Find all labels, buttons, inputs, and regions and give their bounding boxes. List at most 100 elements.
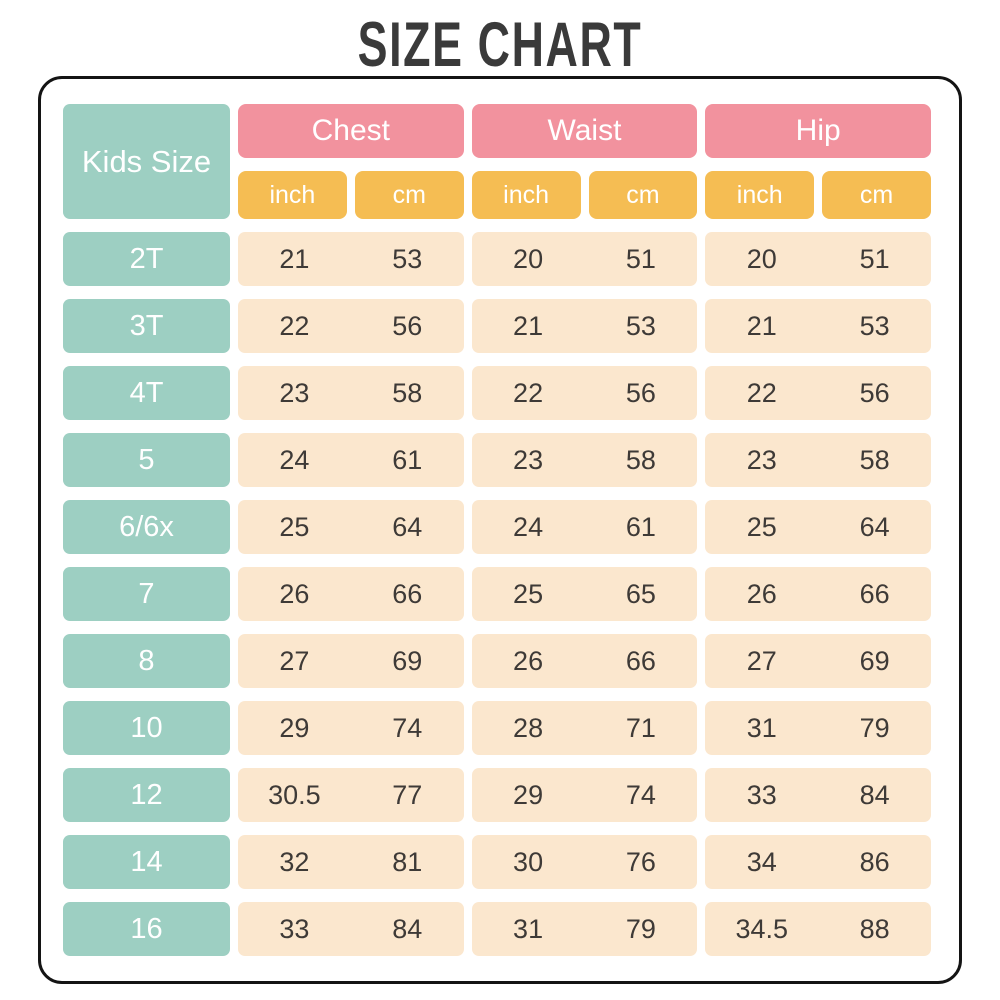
hip-measurement-cell: 25 64	[705, 500, 931, 554]
size-cell: 6/6x	[63, 500, 230, 554]
hip-inch-value: 27	[746, 645, 777, 676]
hip-inch-value: 34.5	[735, 913, 789, 944]
chest-cm-value: 77	[392, 779, 423, 810]
waist-inch-value: 23	[513, 444, 544, 475]
hip-inch-value: 23	[746, 444, 777, 475]
chest-inch-value: 24	[279, 444, 310, 475]
size-cell: 5	[63, 433, 230, 487]
chest-cm-value: 84	[392, 913, 423, 944]
chest-inch-value: 27	[279, 645, 310, 676]
chest-measurement-cell: 27 69	[238, 634, 464, 688]
hip-cm-value: 69	[859, 645, 890, 676]
size-cell: 10	[63, 701, 230, 755]
waist-cm-value: 76	[625, 846, 656, 877]
waist-cm-header-cell: cm	[588, 171, 698, 219]
waist-inch-value: 21	[513, 310, 544, 341]
hip-cm-value: 66	[859, 578, 890, 609]
hip-measurement-cell: 21 53	[705, 299, 931, 353]
waist-inch-value: 24	[513, 511, 544, 542]
size-cell: 8	[63, 634, 230, 688]
waist-measurement-cell: 20 51	[471, 232, 698, 286]
hip-cm-value: 84	[859, 779, 890, 810]
chest-inch-value: 30.5	[268, 779, 321, 810]
chest-inch-value: 33	[279, 913, 310, 944]
page-title: SIZE CHART	[357, 9, 643, 80]
size-cell: 12	[63, 768, 230, 822]
waist-measurement-cell: 29 74	[471, 768, 698, 822]
hip-cm-value: 79	[859, 712, 890, 743]
size-cell: 4T	[63, 366, 230, 420]
hip-inch-value: 34	[746, 846, 777, 877]
hip-cm-value: 88	[859, 913, 890, 944]
hip-cm-value: 51	[859, 243, 890, 274]
hip-measurement-cell: 20 51	[705, 232, 931, 286]
hip-inch-value: 31	[746, 712, 777, 743]
hip-inch-header-cell: inch	[705, 171, 815, 219]
chest-inch-value: 25	[279, 511, 310, 542]
waist-header-cell: Waist	[471, 104, 698, 158]
waist-measurement-cell: 28 71	[471, 701, 698, 755]
chest-measurement-cell: 21 53	[238, 232, 464, 286]
chest-measurement-cell: 30.5 77	[238, 768, 464, 822]
hip-measurement-cell: 33 84	[705, 768, 931, 822]
chest-measurement-cell: 26 66	[238, 567, 464, 621]
waist-cm-value: 66	[625, 645, 656, 676]
hip-cm-header-cell: cm	[822, 171, 931, 219]
chest-inch-value: 21	[279, 243, 310, 274]
chest-cm-value: 74	[392, 712, 423, 743]
chest-inch-value: 26	[279, 578, 310, 609]
waist-inch-value: 20	[513, 243, 544, 274]
waist-inch-value: 25	[513, 578, 544, 609]
chest-measurement-cell: 24 61	[238, 433, 464, 487]
waist-measurement-cell: 23 58	[471, 433, 698, 487]
waist-measurement-cell: 25 65	[471, 567, 698, 621]
waist-inch-value: 26	[513, 645, 544, 676]
chest-measurement-cell: 29 74	[238, 701, 464, 755]
waist-measurement-cell: 22 56	[471, 366, 698, 420]
hip-cm-value: 53	[859, 310, 890, 341]
hip-measurement-cell: 27 69	[705, 634, 931, 688]
chest-cm-value: 53	[392, 243, 423, 274]
waist-inch-value: 30	[513, 846, 544, 877]
size-cell: 2T	[63, 232, 230, 286]
hip-cm-value: 58	[859, 444, 890, 475]
hip-measurement-cell: 31 79	[705, 701, 931, 755]
chest-cm-value: 61	[392, 444, 423, 475]
hip-inch-value: 20	[746, 243, 777, 274]
hip-inch-value: 33	[746, 779, 777, 810]
waist-measurement-cell: 31 79	[471, 902, 698, 956]
hip-measurement-cell: 22 56	[705, 366, 931, 420]
waist-measurement-cell: 26 66	[471, 634, 698, 688]
chest-inch-value: 32	[279, 846, 310, 877]
chest-inch-value: 23	[279, 377, 310, 408]
hip-measurement-cell: 23 58	[705, 433, 931, 487]
waist-cm-value: 56	[625, 377, 656, 408]
hip-measurement-cell: 26 66	[705, 567, 931, 621]
waist-cm-value: 65	[625, 578, 656, 609]
chest-measurement-cell: 33 84	[238, 902, 464, 956]
chest-cm-value: 64	[392, 511, 423, 542]
chest-measurement-cell: 22 56	[238, 299, 464, 353]
waist-cm-value: 61	[625, 511, 656, 542]
waist-cm-value: 71	[625, 712, 656, 743]
waist-cm-value: 58	[625, 444, 656, 475]
waist-inch-value: 22	[513, 377, 544, 408]
chest-cm-value: 66	[392, 578, 423, 609]
waist-inch-value: 28	[513, 712, 544, 743]
hip-measurement-cell: 34 86	[705, 835, 931, 889]
chest-cm-header-cell: cm	[354, 171, 464, 219]
chest-inch-value: 29	[279, 712, 310, 743]
hip-cm-value: 86	[859, 846, 890, 877]
hip-header-cell: Hip	[705, 104, 931, 158]
hip-cm-value: 56	[859, 377, 890, 408]
waist-cm-value: 74	[625, 779, 656, 810]
chest-measurement-cell: 23 58	[238, 366, 464, 420]
chest-measurement-cell: 25 64	[238, 500, 464, 554]
chart-frame: Kids Size Chest Waist Hip inch cm inch c…	[38, 76, 962, 984]
chest-header-cell: Chest	[238, 104, 464, 158]
size-cell: 3T	[63, 299, 230, 353]
chest-inch-header-cell: inch	[238, 171, 347, 219]
chest-cm-value: 56	[392, 310, 423, 341]
waist-measurement-cell: 24 61	[471, 500, 698, 554]
waist-cm-value: 51	[625, 243, 656, 274]
